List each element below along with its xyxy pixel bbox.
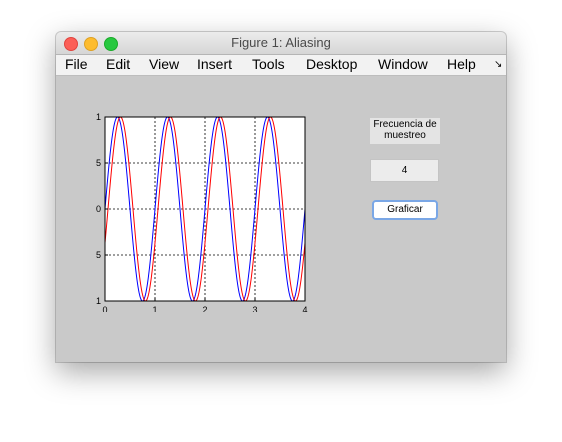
- menu-bar: File Edit View Insert Tools Desktop Wind…: [56, 55, 506, 76]
- menu-insert[interactable]: Insert: [197, 56, 233, 72]
- aliasing-plot: 0 1 2 3 4 1 0.5 0 -0.5 -1: [96, 112, 308, 312]
- plot-button[interactable]: Graficar: [372, 200, 438, 220]
- menu-edit[interactable]: Edit: [106, 56, 131, 72]
- y-tick-label: 1: [96, 112, 101, 122]
- x-tick-label: 2: [202, 305, 207, 312]
- series-blue-line: [104, 116, 306, 302]
- sample-rate-input[interactable]: 4: [370, 159, 439, 182]
- menu-window[interactable]: Window: [378, 56, 428, 72]
- x-tick-label: 4: [302, 305, 307, 312]
- y-tick-label: 0.5: [96, 158, 101, 168]
- title-bar[interactable]: Figure 1: Aliasing: [56, 32, 506, 55]
- series-layer: [104, 116, 306, 302]
- x-tick-label: 3: [252, 305, 257, 312]
- x-tick-label: 1: [152, 305, 157, 312]
- y-tick-label: 0: [96, 204, 101, 214]
- maximize-icon[interactable]: [104, 37, 118, 51]
- x-tick-label: 0: [102, 305, 107, 312]
- chevron-down-right-icon[interactable]: ↘: [494, 59, 503, 70]
- close-icon[interactable]: [64, 37, 78, 51]
- tick-layer: 0 1 2 3 4 1 0.5 0 -0.5 -1: [96, 112, 308, 312]
- menu-desktop[interactable]: Desktop: [306, 56, 358, 72]
- menu-view[interactable]: View: [149, 56, 180, 72]
- sample-rate-label: Frecuencia de muestreo: [370, 118, 440, 144]
- series-red-line: [104, 116, 306, 302]
- y-tick-label: -0.5: [96, 250, 101, 260]
- figure-window: Figure 1: Aliasing File Edit View Insert…: [56, 32, 506, 362]
- y-tick-label: -1: [96, 296, 101, 306]
- menu-file[interactable]: File: [65, 56, 88, 72]
- menu-help[interactable]: Help: [447, 56, 476, 72]
- menu-tools[interactable]: Tools: [252, 56, 285, 72]
- minimize-icon[interactable]: [84, 37, 98, 51]
- window-title: Figure 1: Aliasing: [231, 35, 331, 50]
